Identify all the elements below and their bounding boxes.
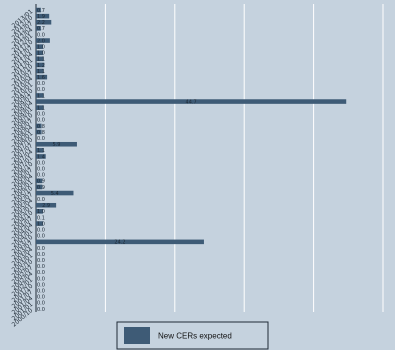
bar-value-label: 1.4 [37, 154, 45, 160]
bar-value-label: 0.0 [37, 173, 45, 179]
bar [36, 44, 43, 49]
bar [36, 215, 37, 220]
bar-value-label: 44.7 [186, 99, 197, 105]
bar-value-label: 0.0 [37, 112, 45, 118]
bar [36, 19, 52, 25]
bar [36, 13, 50, 19]
bar-value-label: 0.0 [37, 252, 45, 258]
bar-value-label: 0.0 [37, 227, 45, 233]
bar-value-label: 0.1 [37, 215, 45, 221]
legend-swatch [124, 327, 150, 344]
bar-value-label: 0.7 [37, 26, 45, 32]
bar-value-label: 0.0 [37, 87, 45, 93]
bar-value-label: 1.0 [37, 44, 45, 50]
bar [36, 50, 43, 56]
bar-value-label: 5.4 [51, 191, 59, 197]
bar-value-label: 0.0 [37, 295, 45, 301]
bar-value-label: 1.2 [37, 63, 45, 69]
bar-value-label: 0.0 [37, 307, 45, 313]
bar-value-label: 0.0 [37, 160, 45, 166]
bar-value-label: 0.8 [37, 124, 45, 130]
bar-value-label: 2.9 [42, 203, 50, 209]
bar-value-label: 0.0 [37, 197, 45, 203]
bar-value-label: 0.0 [37, 166, 45, 172]
bar [36, 74, 48, 80]
bar-value-label: 1.1 [37, 148, 45, 154]
bar [36, 209, 43, 214]
bar-value-label: 1.9 [37, 14, 45, 20]
legend-label: New CERs expected [158, 332, 232, 341]
bar [36, 141, 77, 147]
bar [36, 154, 46, 159]
bar [36, 202, 57, 208]
bar-value-label: 0.9 [37, 185, 45, 191]
bar [36, 7, 41, 13]
bar [36, 68, 44, 74]
bar-value-label: 1.1 [37, 57, 45, 63]
bar-value-label: 0.0 [37, 32, 45, 38]
bar [36, 184, 43, 190]
bar [36, 26, 41, 31]
bar [36, 105, 44, 110]
category-tick-labels: 2013/012012/102012/072012/042012/012011/… [11, 8, 35, 328]
bar [36, 129, 42, 135]
bar-value-label: 0.0 [37, 136, 45, 142]
bar-value-label: 0.0 [37, 288, 45, 294]
bar-value-label: 0.7 [37, 8, 45, 14]
bar-value-label: 1.6 [37, 75, 45, 81]
bar [36, 148, 44, 153]
bar [36, 99, 347, 104]
bar-value-label: 1.1 [37, 105, 45, 111]
bar-value-label: 2.0 [37, 38, 45, 44]
bar [36, 178, 43, 184]
bar-value-label: 0.9 [37, 179, 45, 185]
bar-value-label: 0.8 [37, 130, 45, 136]
bar [36, 190, 74, 196]
bar [36, 93, 44, 98]
gridlines [35, 4, 384, 312]
bar-value-label: 0.0 [37, 264, 45, 270]
legend: New CERs expected [116, 321, 269, 350]
bar-value-label: 1.0 [37, 51, 45, 57]
bar-value-label: 0.0 [37, 301, 45, 307]
bar-value-label: 2.2 [37, 20, 45, 26]
bar-value-label: 5.9 [52, 142, 60, 148]
bars: 0.71.92.20.70.02.01.01.01.11.21.11.60.00… [36, 7, 347, 313]
bar-value-label: 0.0 [37, 234, 45, 240]
bar-value-label: 0.0 [37, 270, 45, 276]
bar [36, 56, 44, 62]
bar [36, 38, 50, 43]
bar [36, 62, 45, 68]
bar-value-label: 0.0 [37, 118, 45, 124]
bar-value-label: 0.0 [37, 81, 45, 87]
bar-value-label: 0.0 [37, 246, 45, 252]
bar-value-label: 1.0 [37, 209, 45, 215]
bar-value-label: 0.0 [37, 276, 45, 282]
bar-value-label: 24.2 [114, 240, 125, 246]
bar-value-label: 1.0 [37, 221, 45, 227]
bar-value-label: 0.0 [37, 258, 45, 264]
bar-value-label: 0.0 [37, 282, 45, 288]
bar-value-label: 1.1 [37, 93, 45, 99]
bar [36, 221, 43, 226]
bar [36, 239, 204, 245]
bar [36, 123, 42, 129]
bar-value-label: 1.1 [37, 69, 45, 75]
